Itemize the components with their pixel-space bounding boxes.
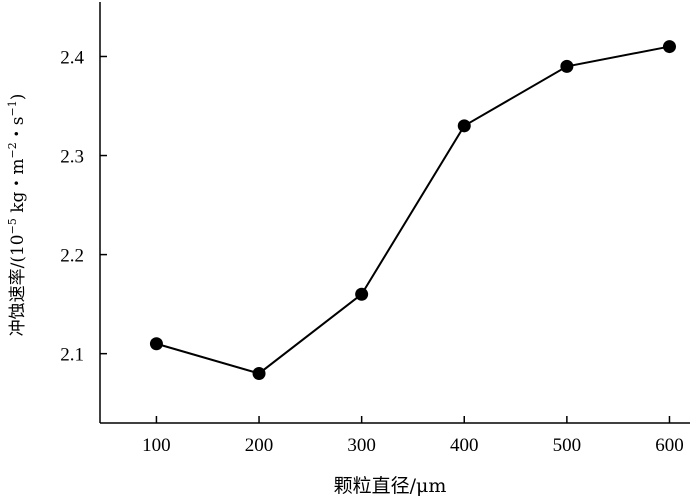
y-axis-title-exp1: −5 [6,218,19,234]
x-tick-label: 400 [450,435,479,456]
y-tick-label: 2.2 [60,246,84,267]
data-point [355,287,369,301]
y-tick-label: 2.4 [60,47,84,68]
x-tick-label: 500 [553,435,582,456]
series-line-path [156,45,670,375]
y-tick-label: 2.1 [60,345,84,366]
data-point [457,119,471,133]
y-axis-title-main: 冲蚀速率/(10 [8,234,28,336]
data-point [149,337,163,351]
x-tick-label: 600 [655,435,684,456]
x-tick-label: 100 [142,435,171,456]
data-point [560,59,574,73]
y-axis-title-exp2: −2 [6,142,19,158]
y-axis-title-kg: kg・m [8,158,28,218]
y-axis-title-exp3: −1 [6,100,19,116]
data-point [252,366,266,380]
y-axis-title-close: ) [8,94,28,101]
series-line [156,45,670,375]
x-axis-title: 颗粒直径/μm [334,475,447,497]
y-axis-title: 冲蚀速率/(10−5 kg・m−2・s−1) [6,94,28,337]
y-axis-title-s: ・s [8,116,28,142]
x-tick-label: 300 [347,435,376,456]
data-markers [149,40,676,380]
x-tick-label: 200 [245,435,274,456]
axes [99,2,690,424]
y-tick-label: 2.3 [60,147,84,168]
data-point [662,40,676,54]
ticks: 100 200 300 400 500 600 2.1 2.2 2.3 2.4 [60,47,683,456]
